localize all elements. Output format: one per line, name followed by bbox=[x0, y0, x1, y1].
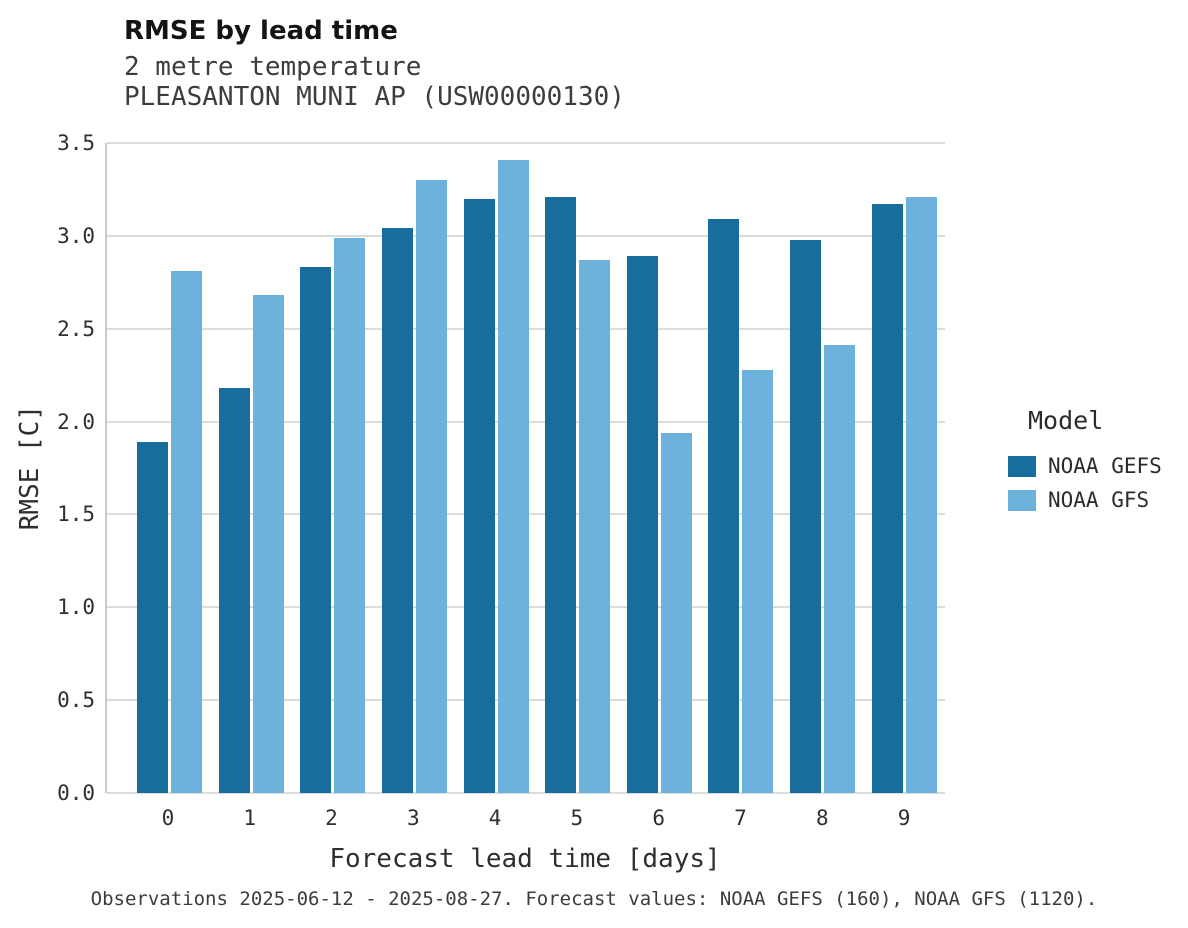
x-tick-label: 5 bbox=[570, 806, 584, 830]
x-tick-label: 9 bbox=[897, 806, 911, 830]
bar-noaa-gfs bbox=[171, 271, 203, 793]
bar-group bbox=[619, 143, 701, 793]
bar-noaa-gfs bbox=[252, 295, 284, 793]
bar-noaa-gefs bbox=[790, 239, 822, 793]
bar-group bbox=[211, 143, 293, 793]
legend-items: NOAA GEFS NOAA GFS bbox=[1008, 449, 1162, 517]
bar-group bbox=[863, 143, 945, 793]
y-tick-label: 0.0 bbox=[57, 781, 95, 805]
bar-noaa-gfs bbox=[824, 345, 856, 793]
legend: Model NOAA GEFS NOAA GFS bbox=[1008, 406, 1162, 517]
subtitle-station: PLEASANTON MUNI AP (USW00000130) bbox=[124, 82, 625, 112]
bar-noaa-gefs bbox=[137, 442, 169, 793]
gridline bbox=[107, 142, 945, 144]
x-tick-label: 7 bbox=[734, 806, 747, 830]
gridline bbox=[107, 792, 945, 794]
y-tick-label: 1.0 bbox=[57, 595, 95, 620]
bar-noaa-gefs bbox=[871, 204, 903, 793]
y-axis-ticks: 0.0 0.5 1.0 1.5 2.0 2.5 3.0 3.5 bbox=[0, 131, 95, 805]
bar-noaa-gfs bbox=[334, 237, 366, 793]
x-tick-label: 1 bbox=[243, 806, 257, 830]
legend-item: NOAA GEFS bbox=[1008, 449, 1162, 483]
x-tick-label: 2 bbox=[325, 806, 338, 830]
x-tick-label: 0 bbox=[161, 806, 175, 830]
bar-groups bbox=[107, 143, 945, 793]
y-tick-label: 1.5 bbox=[57, 502, 95, 527]
bar-noaa-gefs bbox=[545, 196, 577, 793]
x-tick-label: 3 bbox=[406, 806, 420, 830]
bar-group bbox=[537, 143, 619, 793]
bar-noaa-gefs bbox=[626, 256, 658, 793]
bar-noaa-gfs bbox=[660, 432, 692, 793]
bar-noaa-gefs bbox=[708, 219, 740, 793]
bar-noaa-gefs bbox=[382, 228, 414, 793]
x-axis-ticks: 0 1 2 3 4 5 6 7 8 9 bbox=[105, 806, 945, 830]
bar-group bbox=[455, 143, 537, 793]
bar-noaa-gefs bbox=[300, 267, 332, 793]
legend-item: NOAA GFS bbox=[1008, 483, 1162, 517]
plot-area bbox=[105, 142, 945, 794]
x-tick-label: 6 bbox=[652, 806, 665, 830]
legend-item-label: NOAA GFS bbox=[1048, 488, 1150, 512]
legend-title: Model bbox=[1028, 406, 1104, 435]
bar-noaa-gefs bbox=[218, 388, 250, 793]
y-tick-label: 0.5 bbox=[57, 688, 95, 713]
y-tick-label: 3.0 bbox=[57, 223, 95, 248]
legend-swatch bbox=[1008, 455, 1036, 477]
bar-noaa-gfs bbox=[497, 159, 529, 793]
x-tick-label: 4 bbox=[488, 806, 502, 830]
chart-subtitle: 2 metre temperature PLEASANTON MUNI AP (… bbox=[124, 52, 625, 112]
y-tick-label: 3.5 bbox=[57, 131, 95, 155]
x-tick-label: 8 bbox=[815, 806, 829, 830]
legend-item-label: NOAA GEFS bbox=[1048, 454, 1162, 478]
bar-noaa-gfs bbox=[742, 369, 774, 793]
y-tick-label: 2.5 bbox=[57, 316, 95, 341]
bar-group bbox=[700, 143, 782, 793]
subtitle-variable: 2 metre temperature bbox=[124, 52, 422, 82]
y-tick-label: 2.0 bbox=[57, 409, 95, 434]
legend-swatch bbox=[1008, 489, 1036, 511]
bar-group bbox=[292, 143, 374, 793]
bar-group bbox=[129, 143, 211, 793]
x-axis-label: Forecast lead time [days] bbox=[329, 844, 721, 874]
bar-noaa-gfs bbox=[905, 196, 937, 793]
bar-group bbox=[782, 143, 864, 793]
chart-title: RMSE by lead time bbox=[124, 16, 398, 46]
bar-group bbox=[374, 143, 456, 793]
bar-noaa-gfs bbox=[416, 180, 448, 793]
bar-noaa-gefs bbox=[463, 198, 495, 793]
footer-caption: Observations 2025-06-12 - 2025-08-27. Fo… bbox=[90, 888, 1098, 910]
bar-noaa-gfs bbox=[579, 260, 611, 793]
